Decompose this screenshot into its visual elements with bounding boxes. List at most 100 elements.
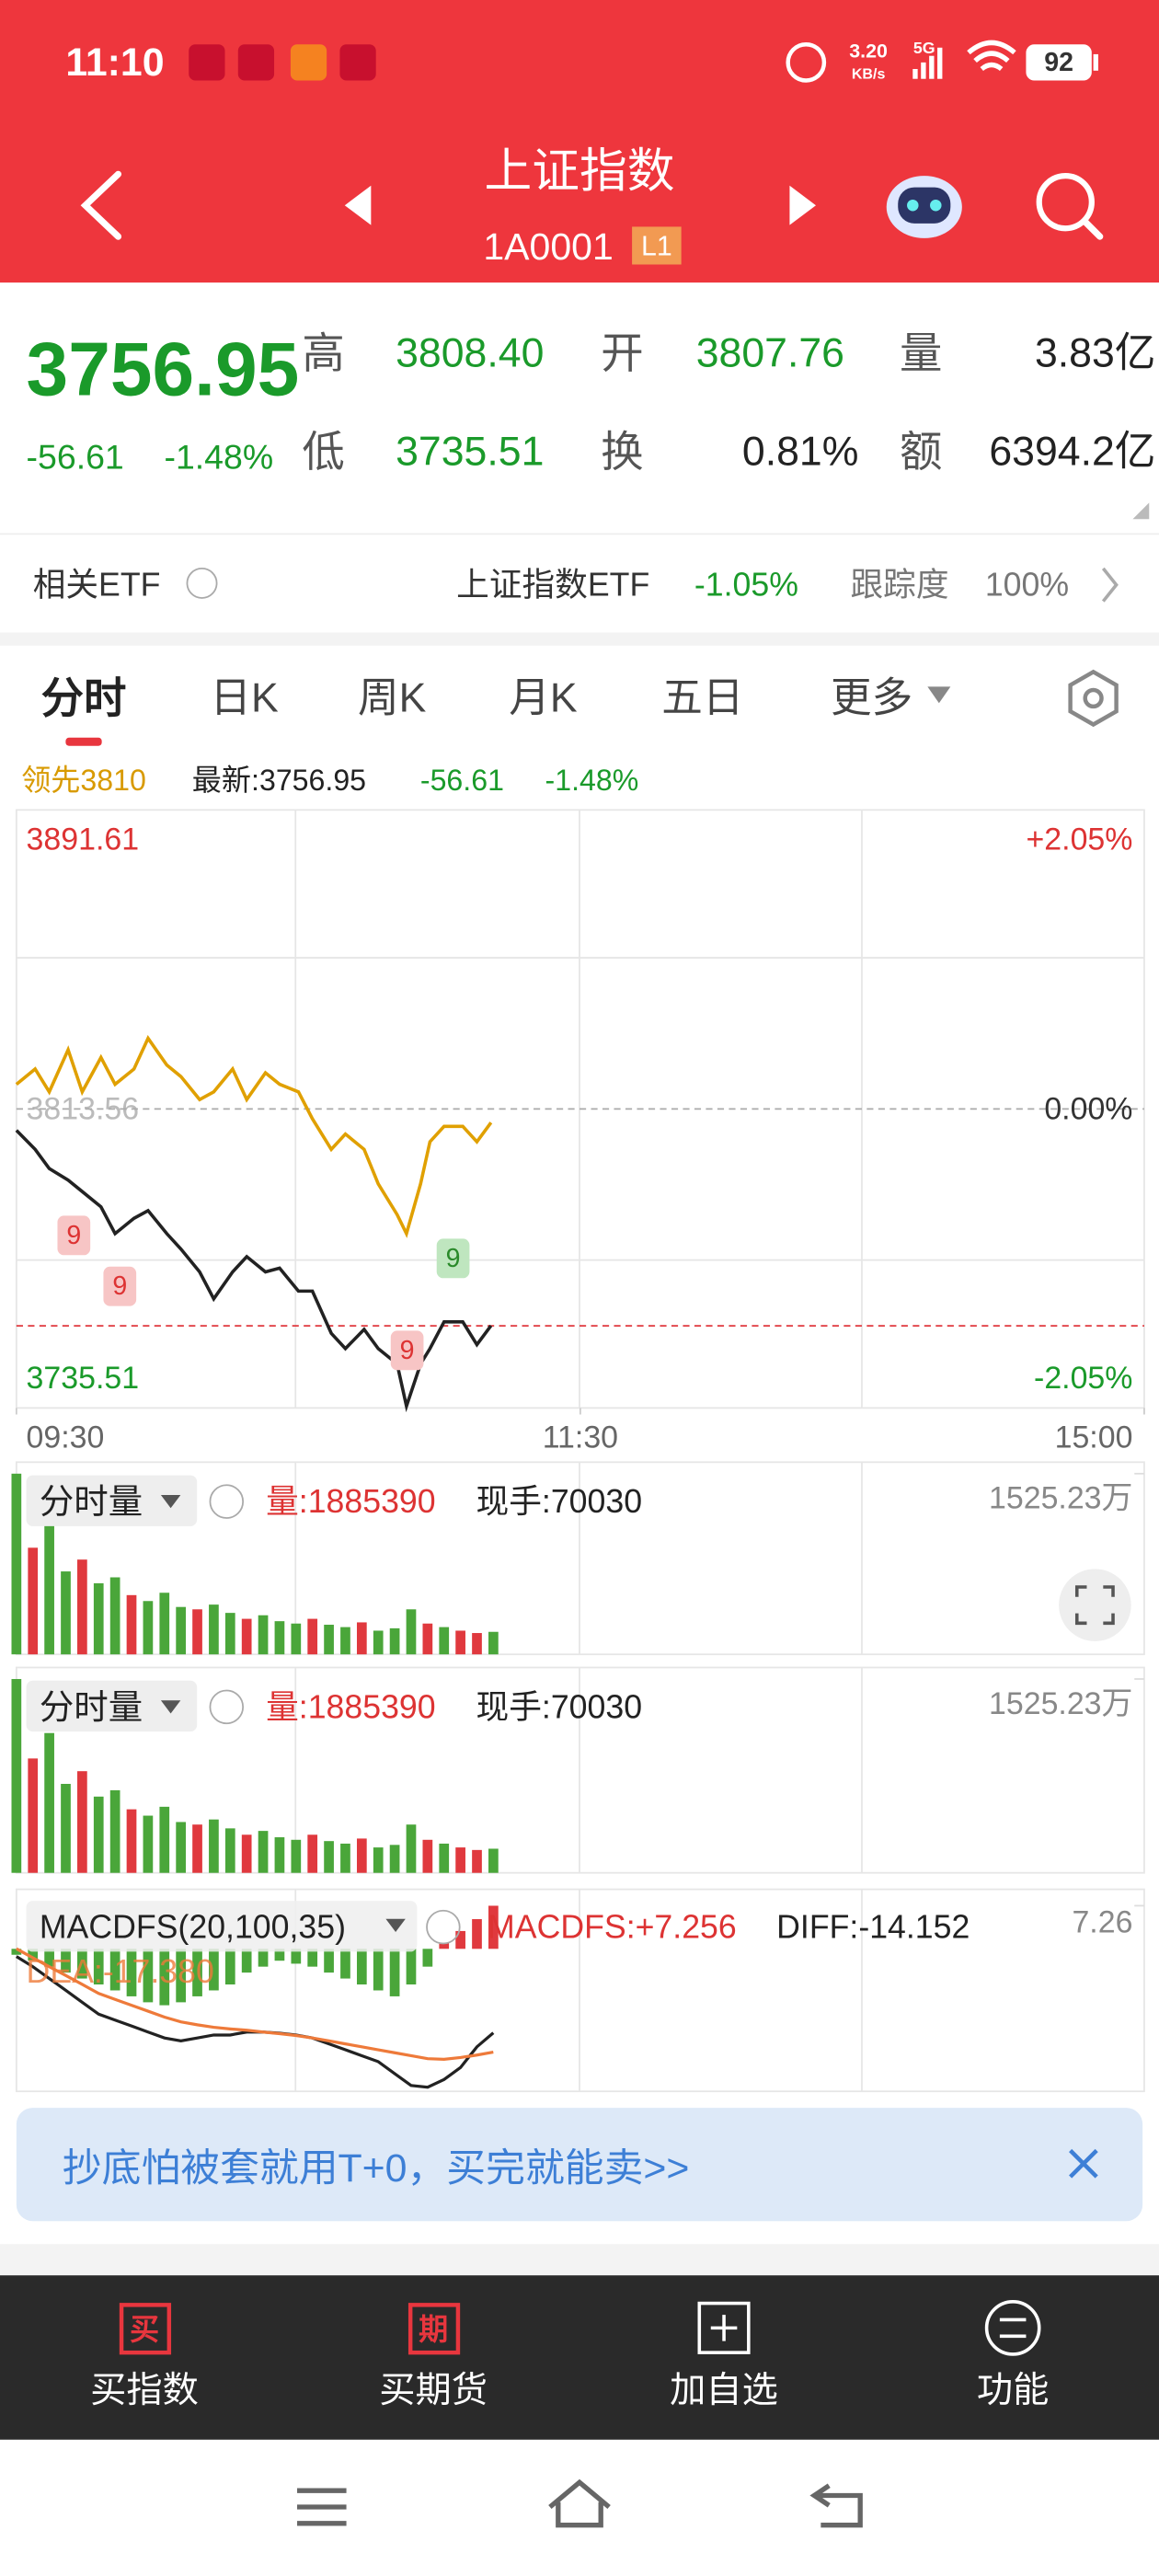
banner-text: 抄底怕被套就用T+0，买完就能卖>> — [63, 2146, 690, 2191]
charts: 3891.613813.563735.51+2.05%0.00%-2.05%09… — [11, 809, 1145, 2093]
volume-bar — [488, 1848, 499, 1873]
tab[interactable]: 月K — [509, 675, 578, 720]
tab-indicator — [65, 737, 102, 746]
indicator-select[interactable] — [26, 1901, 418, 1952]
volume-bar — [406, 1824, 417, 1873]
volume-bar — [209, 1604, 219, 1655]
nav-item[interactable]: 加自选 — [670, 2301, 778, 2411]
fullscreen-button[interactable] — [1059, 1569, 1131, 1641]
section-gap — [0, 632, 1159, 646]
settings-dot — [1083, 687, 1104, 709]
volume-bar — [44, 1732, 54, 1873]
help-icon — [426, 1909, 461, 1945]
volume-bar — [61, 1571, 71, 1655]
tab[interactable]: 分时 — [41, 674, 127, 722]
nav-label: 买期货 — [379, 2370, 488, 2410]
volume-bar — [488, 1631, 499, 1655]
volume-bar — [209, 1819, 219, 1873]
corner-mark — [1132, 502, 1150, 520]
macd-bar — [28, 1949, 39, 1961]
volume-bar — [455, 1847, 465, 1873]
chevron — [1101, 567, 1119, 603]
quote-value: 3808.40 — [396, 330, 544, 375]
volume-bar — [258, 1615, 269, 1655]
price-line — [15, 1034, 493, 1238]
quote-value: 3.83亿 — [1035, 330, 1155, 375]
settings-button[interactable] — [1068, 669, 1119, 728]
latest-label: 最新:3756.95 — [192, 764, 366, 797]
dropdown-arrow — [160, 1700, 181, 1714]
volume-bar — [455, 1630, 465, 1655]
etf-tracking: 100% — [985, 567, 1069, 604]
nav-label: 功能 — [977, 2370, 1050, 2410]
etf-tracking-label: 跟踪度 — [850, 567, 948, 604]
y2-tick-label: -2.05% — [1034, 1361, 1132, 1396]
volume-bar — [11, 1679, 22, 1873]
etf-row[interactable]: 相关ETF 上证指数ETF -1.05% 跟踪度 100% — [33, 567, 1119, 604]
search-button[interactable] — [1036, 172, 1104, 240]
back-button[interactable] — [80, 170, 122, 240]
volume-bar — [159, 1806, 170, 1873]
network-type: 5G — [913, 39, 935, 57]
macd-bar — [389, 1949, 400, 1996]
volume-bar — [291, 1839, 302, 1873]
nav-item[interactable]: 期 买期货 — [379, 2303, 488, 2410]
quote-label: 额 — [900, 428, 942, 476]
macdfs-label: MACDFS:+7.256 — [488, 1909, 737, 1946]
panel-title: 分时量 — [40, 1687, 143, 1726]
annotation: 9 — [436, 1238, 470, 1279]
level-text: L1 — [641, 231, 672, 261]
notification-icons — [189, 44, 376, 81]
quote-label: 量 — [900, 329, 942, 377]
prev-button[interactable] — [344, 185, 372, 225]
volume-bar — [406, 1609, 417, 1655]
robot-button[interactable] — [886, 176, 962, 238]
macd-bar — [77, 1949, 87, 1979]
macd-bar — [44, 1949, 54, 1967]
nav-item[interactable]: 买 买指数 — [90, 2303, 199, 2410]
volume-bar — [439, 1627, 450, 1655]
etf-change: -1.05% — [694, 567, 798, 604]
help-icon — [209, 1689, 245, 1725]
tab[interactable]: 周K — [358, 675, 427, 720]
nav-item[interactable]: 功能 — [977, 2300, 1050, 2410]
macd-bar — [422, 1949, 433, 1967]
change: -56.61 — [27, 437, 124, 476]
volume-bar — [291, 1623, 302, 1655]
volume-bar — [389, 1845, 400, 1873]
system-menu[interactable] — [297, 2488, 347, 2526]
quote-label: 低 — [302, 428, 344, 476]
macd-bar — [209, 1949, 219, 1991]
dropdown-arrow — [160, 1495, 181, 1509]
indicator-select[interactable] — [26, 1680, 198, 1732]
macd-bar — [324, 1949, 334, 1973]
y-tick-label: 1525.23万 — [989, 1481, 1132, 1516]
volume-bar — [176, 1822, 187, 1873]
volume-bar — [176, 1606, 187, 1655]
macd-bar — [307, 1949, 318, 1967]
macd-line — [16, 1947, 494, 2062]
next-button[interactable] — [789, 185, 816, 225]
dropdown-arrow — [385, 1918, 406, 1932]
close-button[interactable] — [1069, 2148, 1098, 2179]
tab[interactable]: 更多 — [831, 675, 912, 720]
battery-tip — [1093, 53, 1098, 71]
quote-label: 高 — [302, 329, 344, 377]
status-time: 11:10 — [65, 40, 164, 85]
volume-bar — [324, 1625, 334, 1655]
quote-value: 0.81% — [742, 430, 859, 475]
etf-name: 上证指数ETF — [456, 567, 649, 604]
y-tick-label: 1525.23万 — [989, 1686, 1132, 1721]
y2-tick-label: +2.05% — [1027, 822, 1133, 857]
indicator-select[interactable] — [26, 1475, 198, 1526]
volume-bar — [422, 1623, 433, 1655]
nav-label: 加自选 — [670, 2370, 778, 2410]
volume-bar — [93, 1582, 104, 1655]
tab[interactable]: 日K — [210, 675, 279, 720]
promo-banner[interactable] — [16, 2108, 1143, 2222]
tab[interactable]: 五日 — [661, 675, 743, 720]
system-home[interactable] — [548, 2478, 611, 2528]
macd-bar — [340, 1949, 350, 1979]
panel-volume: 量:1885390 — [266, 1483, 435, 1520]
system-back[interactable] — [809, 2483, 863, 2528]
